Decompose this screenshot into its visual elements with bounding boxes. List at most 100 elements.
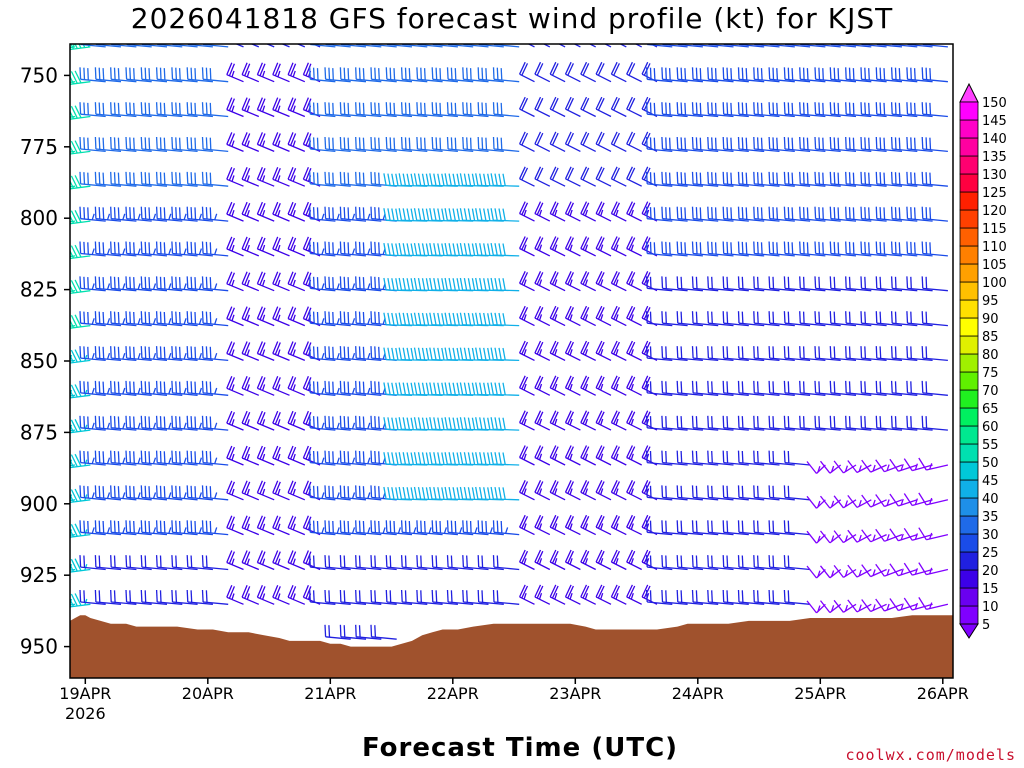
wind-barb bbox=[768, 102, 795, 118]
wind-barb bbox=[140, 102, 168, 118]
wind-barb bbox=[768, 589, 795, 605]
wind-barb bbox=[519, 340, 535, 361]
wind-barb bbox=[241, 271, 260, 292]
wind-barb bbox=[595, 201, 612, 222]
wind-barb bbox=[564, 61, 581, 83]
colorbar-swatch bbox=[959, 443, 979, 463]
wind-barb bbox=[626, 236, 642, 257]
wind-barb bbox=[549, 410, 566, 431]
wind-barb bbox=[446, 102, 474, 118]
wind-barb bbox=[186, 102, 213, 118]
wind-barb bbox=[753, 241, 780, 257]
wind-barb bbox=[921, 311, 948, 327]
wind-barb bbox=[626, 340, 642, 361]
wind-barb bbox=[753, 415, 780, 431]
wind-barb bbox=[256, 445, 275, 466]
wind-barb bbox=[324, 555, 351, 571]
wind-barb bbox=[140, 171, 168, 187]
wind-barb bbox=[226, 306, 244, 327]
wind-barb bbox=[110, 415, 137, 431]
wind-barb bbox=[155, 415, 183, 431]
wind-barb bbox=[201, 241, 229, 257]
wind-barb bbox=[226, 480, 244, 501]
wind-barb bbox=[256, 376, 275, 396]
wind-barb bbox=[241, 341, 260, 362]
wind-barb bbox=[324, 206, 351, 222]
credit-link[interactable]: coolwx.com/models bbox=[845, 746, 1016, 764]
colorbar-swatch bbox=[959, 227, 979, 247]
wind-barb bbox=[626, 61, 642, 83]
wind-barb bbox=[610, 131, 627, 152]
wind-barb bbox=[722, 450, 749, 466]
wind-barb bbox=[355, 450, 382, 466]
wind-barb bbox=[477, 67, 504, 83]
wind-barb bbox=[186, 450, 213, 466]
colorbar-label: 30 bbox=[982, 528, 999, 543]
wind-barb bbox=[241, 550, 260, 571]
wind-barb bbox=[70, 453, 91, 469]
y-tick-label: 750 bbox=[20, 63, 58, 87]
wind-barb bbox=[783, 485, 811, 501]
wind-barb bbox=[753, 450, 780, 466]
wind-barb bbox=[921, 67, 948, 83]
wind-barb bbox=[814, 67, 841, 83]
wind-barb bbox=[676, 450, 703, 466]
wind-barb bbox=[171, 450, 198, 466]
colorbar-swatch bbox=[959, 533, 979, 553]
wind-barb bbox=[661, 102, 688, 118]
x-tick-label: 26APR bbox=[917, 684, 969, 703]
wind-barb bbox=[186, 485, 213, 501]
wind-barb bbox=[155, 171, 183, 187]
wind-barb bbox=[416, 589, 443, 605]
wind-barb bbox=[446, 589, 474, 605]
wind-barb bbox=[890, 276, 918, 292]
wind-barb bbox=[339, 136, 367, 153]
colorbar-swatch bbox=[959, 515, 979, 535]
wind-barb bbox=[722, 415, 749, 431]
wind-barb bbox=[171, 415, 198, 431]
wind-barb bbox=[783, 450, 811, 466]
wind-barb bbox=[226, 445, 244, 466]
wind-barb bbox=[814, 415, 841, 431]
wind-barb bbox=[641, 271, 658, 292]
colorbar-swatch bbox=[959, 551, 979, 571]
wind-barb bbox=[309, 450, 336, 466]
wind-barb bbox=[256, 585, 275, 605]
wind-barb bbox=[768, 555, 795, 571]
wind-barb bbox=[125, 276, 152, 292]
wind-barb bbox=[339, 67, 367, 83]
wind-barb bbox=[355, 206, 382, 222]
wind-barb bbox=[355, 44, 382, 48]
wind-barb bbox=[641, 480, 658, 501]
wind-barb bbox=[753, 555, 780, 571]
wind-barb bbox=[309, 44, 336, 48]
wind-barb bbox=[241, 515, 260, 536]
colorbar-label: 70 bbox=[982, 384, 999, 399]
wind-barb bbox=[534, 480, 551, 501]
wind-barb bbox=[186, 67, 213, 83]
wind-barb bbox=[610, 410, 627, 431]
wind-barb bbox=[691, 276, 719, 292]
wind-barb bbox=[799, 311, 826, 327]
wind-barb bbox=[431, 67, 458, 83]
wind-barb bbox=[707, 44, 734, 48]
wind-barb bbox=[70, 523, 91, 538]
wind-barb bbox=[355, 589, 382, 605]
wind-barb bbox=[492, 67, 520, 83]
wind-barb bbox=[186, 380, 213, 396]
wind-barb bbox=[265, 44, 275, 48]
colorbar-label: 35 bbox=[982, 510, 999, 525]
wind-barb bbox=[201, 171, 229, 187]
wind-barb bbox=[845, 171, 872, 187]
wind-barb bbox=[753, 276, 780, 292]
wind-barb bbox=[707, 520, 734, 536]
wind-barb bbox=[580, 340, 596, 361]
wind-barb bbox=[186, 241, 213, 257]
colorbar-label: 55 bbox=[982, 438, 999, 453]
wind-barb bbox=[519, 514, 535, 536]
wind-barb bbox=[272, 201, 290, 222]
wind-barb bbox=[70, 44, 91, 51]
wind-barb bbox=[845, 415, 872, 431]
wind-barb bbox=[309, 276, 336, 292]
wind-barb bbox=[549, 480, 566, 501]
